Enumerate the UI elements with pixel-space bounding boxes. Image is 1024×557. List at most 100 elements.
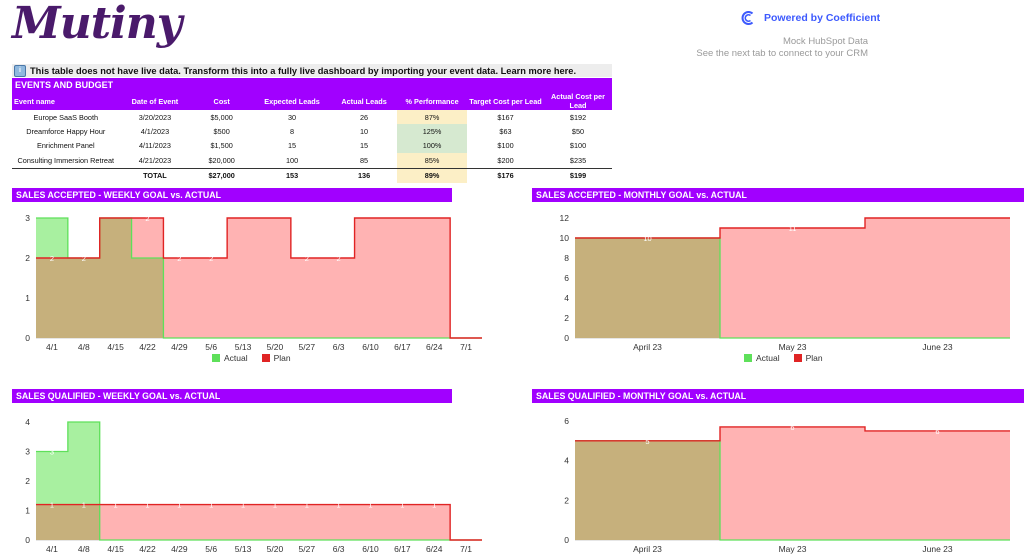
x-tick-label: June 23 [922, 342, 953, 352]
cell-performance: 87% [397, 110, 468, 125]
cell: $5,000 [210, 112, 233, 122]
legend-sa-monthly: Actual Plan [744, 353, 823, 363]
chart-sales-accepted-weekly: 0 1 2 3 4/1 4/8 4/15 4/22 4/29 5/6 5/13 5/20 5/27 6/3… [25, 213, 482, 352]
cell: 4/11/2023 [138, 141, 171, 151]
notice-text: This table does not have live data. Tran… [30, 65, 577, 76]
cell: Europe SaaS Booth [33, 112, 99, 122]
x-tick-label: April 23 [633, 342, 662, 352]
x-tick-label: 4/22 [139, 544, 156, 554]
x-tick-label: 6/24 [426, 544, 443, 554]
x-tick-label: 6/10 [362, 342, 379, 352]
cell: $63 [499, 127, 512, 137]
col-expected-leads: Expected Leads [253, 92, 332, 110]
data-label: 11 [789, 224, 797, 233]
x-tick-label: May 23 [779, 342, 807, 352]
cell: 4/21/2023 [138, 155, 172, 165]
data-label: 1 [273, 501, 277, 510]
data-label: 1 [209, 501, 213, 510]
powered-by-coefficient[interactable]: Powered by Coefficient [740, 10, 880, 26]
cell: 26 [360, 112, 369, 122]
mock-data-note: Mock HubSpot Data See the next tab to co… [696, 36, 868, 60]
data-label: 2 [82, 254, 86, 263]
cell: $100 [569, 141, 587, 151]
cell: $20,000 [208, 155, 235, 165]
x-tick-label: 5/20 [267, 544, 284, 554]
cell: 30 [287, 112, 297, 122]
powered-label: Powered by Coefficient [764, 12, 881, 24]
x-tick-label: 4/1 [46, 342, 58, 352]
y-tick-label: 2 [564, 495, 569, 505]
cell: $200 [497, 155, 514, 165]
actual-line [36, 421, 482, 541]
coefficient-logo-icon [741, 11, 754, 25]
y-tick-label: 8 [564, 253, 569, 263]
y-tick-label: 12 [560, 213, 570, 223]
data-label: 1 [177, 501, 181, 510]
table-header-row: Event name Date of Event Cost Expected L… [12, 92, 612, 110]
events-table-title: EVENTS AND BUDGET [12, 78, 612, 92]
legend-plan-label: Plan [805, 353, 823, 363]
legend-item-plan: Plan [793, 353, 823, 363]
cell: $176 [467, 167, 545, 183]
data-label: 2 [209, 254, 213, 263]
overlap-area [575, 238, 1010, 338]
x-tick-label: 4/22 [139, 342, 156, 352]
table-row: Consulting Immersion Retreat 4/21/2023 $… [12, 153, 612, 169]
cell: Enrichment Panel [36, 141, 95, 151]
legend-plan-label: Plan [273, 353, 291, 363]
data-label: 1 [145, 501, 149, 510]
cell: $50 [571, 127, 585, 137]
cell: Dreamforce Happy Hour [26, 127, 106, 137]
y-tick-label: 2 [25, 253, 30, 263]
x-tick-label: June 23 [922, 544, 953, 554]
data-label: 6 [790, 423, 794, 432]
cell: 153 [253, 167, 332, 183]
cell: 8 [290, 127, 295, 137]
cell-performance: 100% [397, 138, 468, 154]
x-tick-label: April 23 [633, 544, 662, 554]
cell: $167 [497, 112, 514, 122]
data-label: 2 [145, 214, 149, 223]
x-tick-label: 5/27 [299, 342, 316, 352]
data-label: 1 [368, 501, 372, 510]
cell: 10 [360, 127, 369, 137]
x-tick-label: May 23 [779, 544, 807, 554]
y-tick-label: 2 [564, 313, 569, 323]
chart-sales-accepted-monthly: 0 2 4 6 8 10 12 April 23 May 23 June 23 10 11 [560, 213, 1010, 352]
cell-performance: 125% [397, 124, 468, 139]
col-event-name: Event name [12, 92, 120, 110]
col-date: Date of Event [119, 92, 191, 110]
x-tick-label: 6/17 [394, 544, 411, 554]
x-tick-label: 6/17 [394, 342, 411, 352]
y-tick-label: 2 [25, 476, 30, 486]
table-total-row: TOTAL $27,000 153 136 89% $176 $199 [12, 167, 612, 183]
legend-item-actual: Actual [744, 353, 780, 363]
overlap-area [36, 504, 482, 540]
y-tick-label: 3 [25, 447, 30, 457]
x-tick-label: 5/20 [267, 342, 284, 352]
data-label: 2 [305, 254, 309, 263]
chart-title-sa-weekly: SALES ACCEPTED - WEEKLY GOAL vs. ACTUAL [12, 188, 452, 202]
cell: $500 [213, 127, 230, 137]
data-label: 2 [177, 254, 181, 263]
y-tick-label: 1 [25, 506, 30, 516]
x-tick-label: 7/1 [460, 342, 472, 352]
x-tick-label: 6/10 [362, 544, 379, 554]
x-tick-label: 5/27 [299, 544, 316, 554]
col-actual-cpl: Actual Cost per Lead [544, 92, 612, 110]
x-tick-label: 4/15 [107, 544, 124, 554]
overlap-area [575, 440, 1010, 540]
col-cost: Cost [190, 92, 254, 110]
legend-sa-weekly: Actual Plan [212, 353, 291, 363]
mock-line-2: See the next tab to connect to your CRM [696, 48, 868, 59]
legend-actual-label: Actual [224, 353, 248, 363]
y-tick-label: 0 [25, 535, 30, 545]
col-actual-leads: Actual Leads [331, 92, 398, 110]
live-data-notice[interactable]: i This table does not have live data. Tr… [12, 64, 612, 77]
plan-area [36, 504, 482, 540]
legend-actual-label: Actual [756, 353, 780, 363]
cell: $199 [544, 167, 612, 183]
x-tick-label: 4/29 [171, 342, 188, 352]
cell: $1,500 [210, 141, 233, 151]
col-target-cpl: Target Cost per Lead [467, 92, 545, 110]
